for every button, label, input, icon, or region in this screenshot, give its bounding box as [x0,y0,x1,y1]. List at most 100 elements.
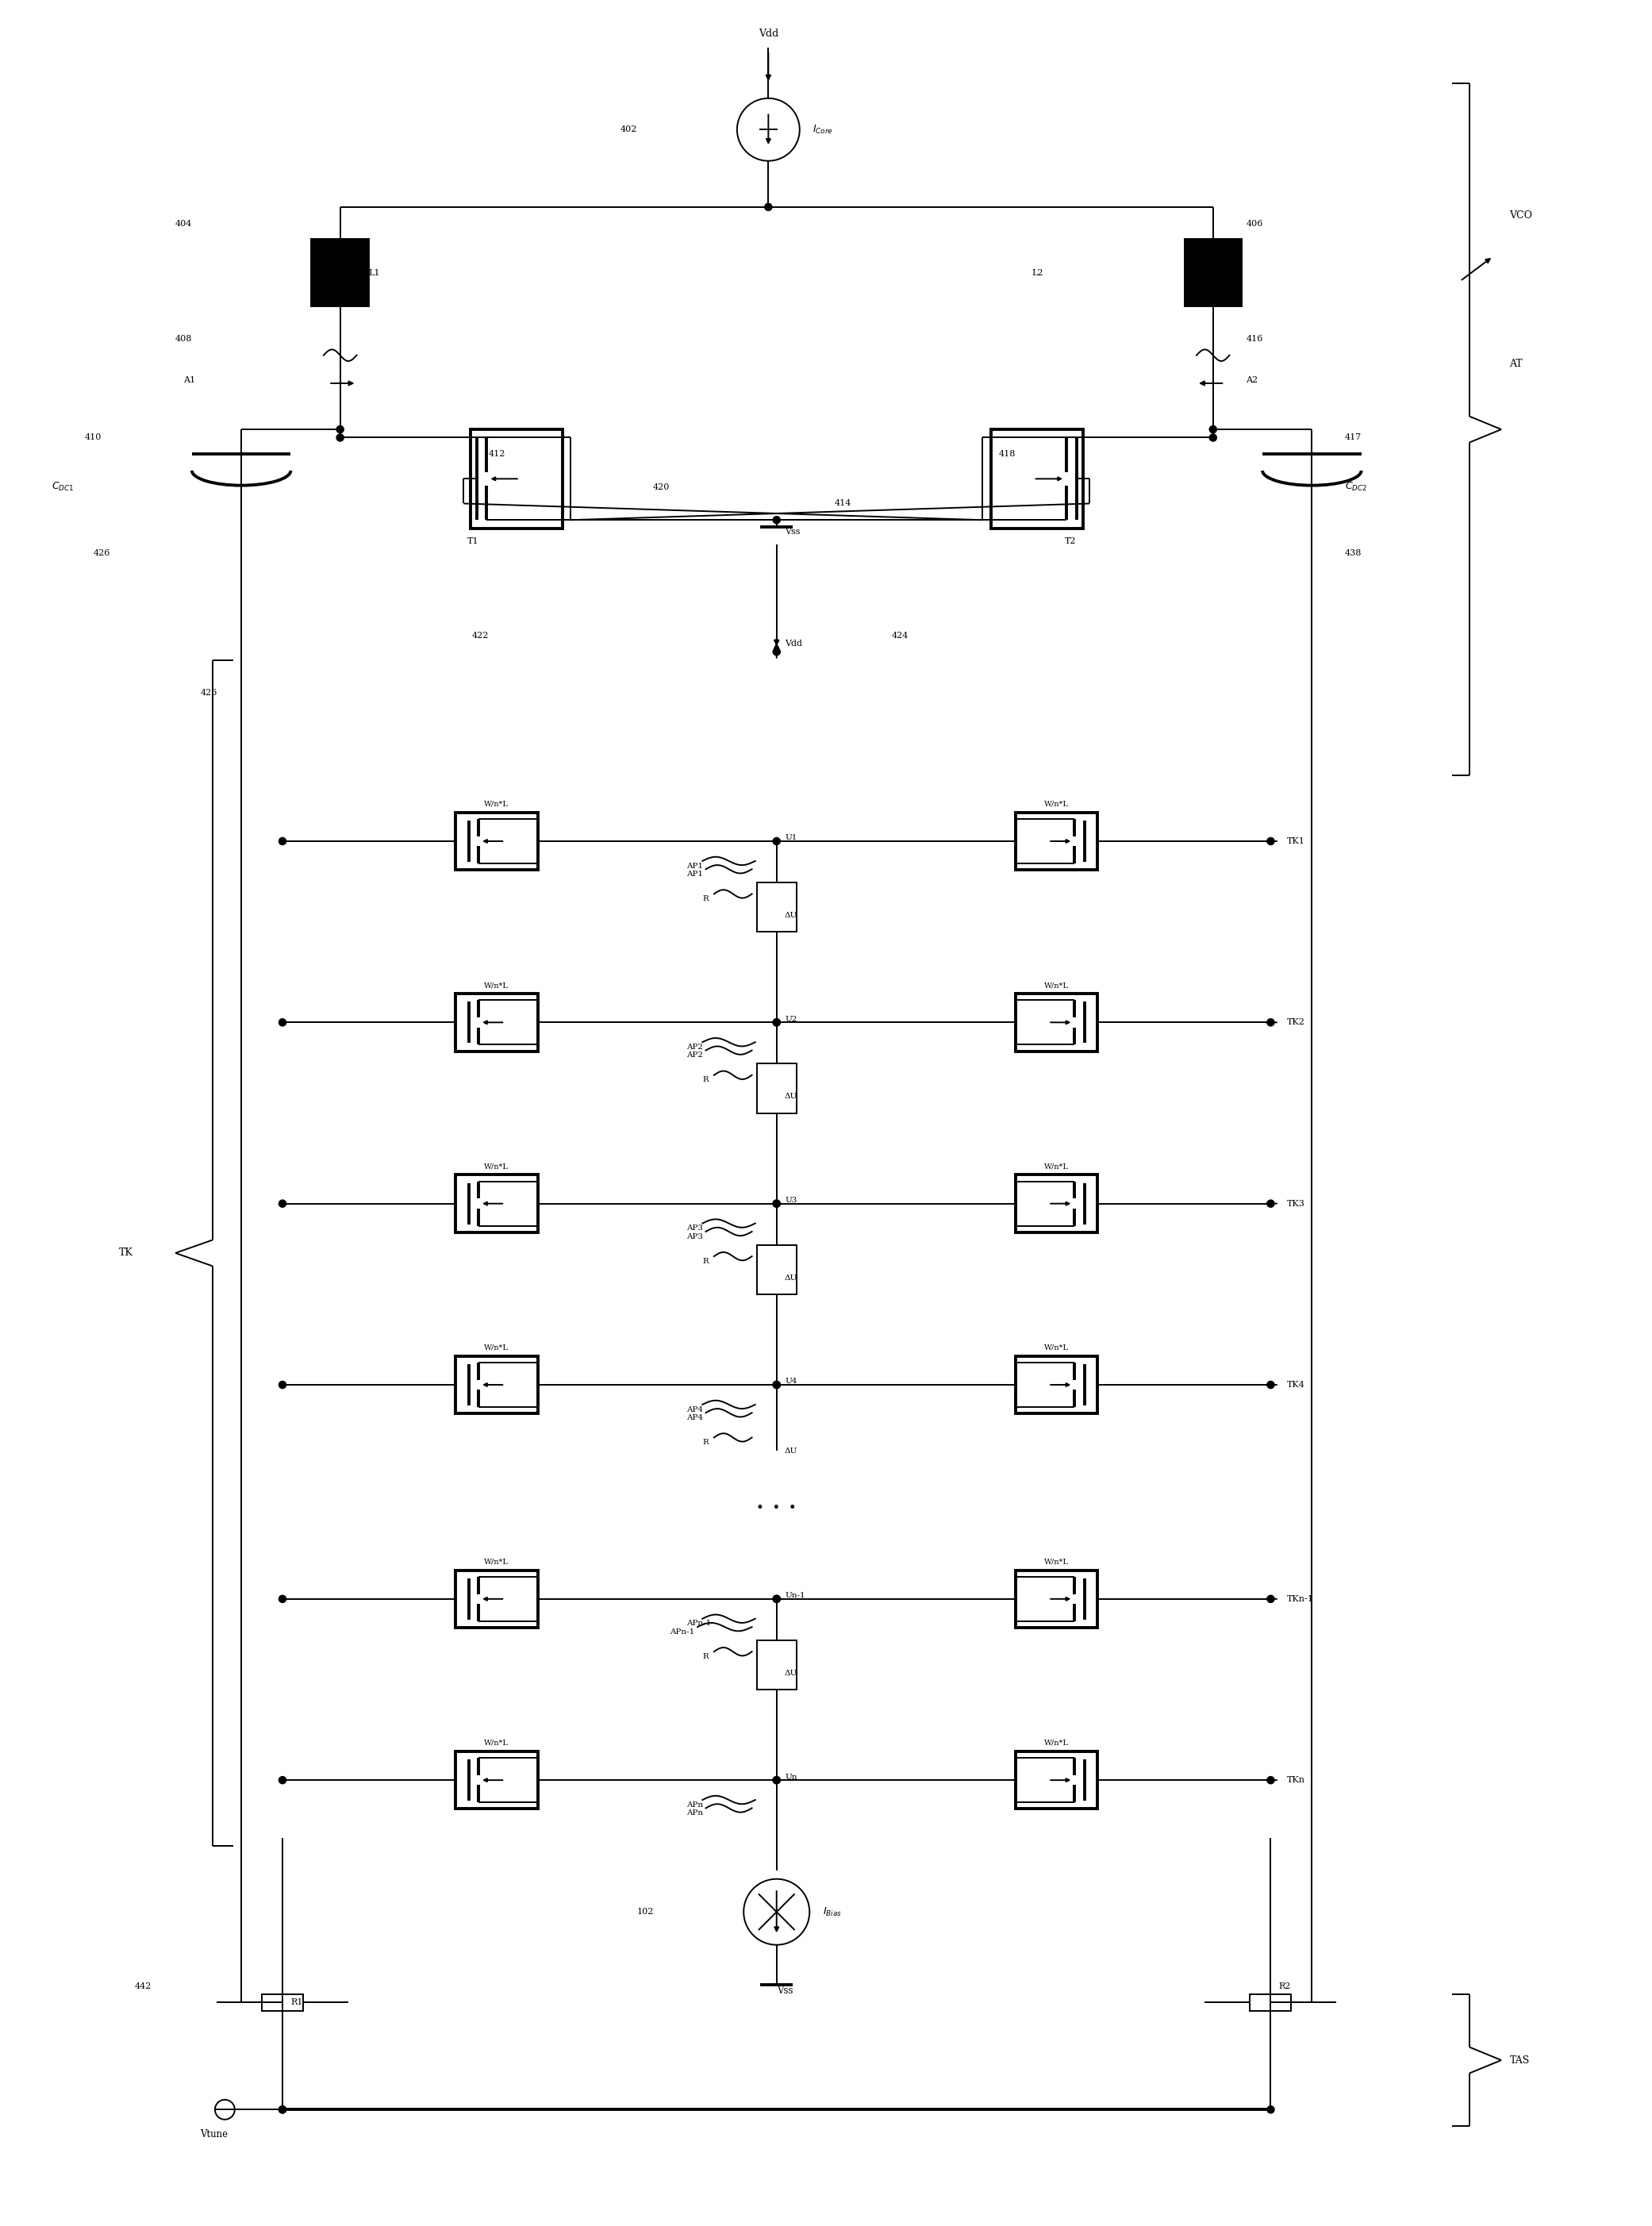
Circle shape [1267,837,1274,846]
Text: 418: 418 [999,450,1016,459]
Circle shape [773,1380,780,1389]
Text: W/n*L: W/n*L [1044,1739,1069,1747]
Circle shape [773,1380,780,1389]
Text: W/n*L: W/n*L [1044,801,1069,808]
Text: ΔU: ΔU [785,1093,798,1100]
Text: R: R [702,1077,709,1084]
Text: $I_{Core}$: $I_{Core}$ [813,125,833,136]
Text: 404: 404 [175,220,192,227]
Bar [471,430,562,528]
Circle shape [1267,1380,1274,1389]
Text: Un-1: Un-1 [785,1592,805,1598]
Bar [757,881,796,933]
Text: $C_{DC1}$: $C_{DC1}$ [51,481,74,492]
Text: R: R [702,1258,709,1264]
Text: AP1: AP1 [686,870,702,877]
Text: 422: 422 [472,632,489,639]
Text: W/n*L: W/n*L [1044,982,1069,988]
Text: 406: 406 [1246,220,1262,227]
Text: 442: 442 [134,1981,152,1990]
Text: A1: A1 [183,376,195,383]
Circle shape [773,1020,780,1026]
Circle shape [1267,1200,1274,1206]
Text: U2: U2 [785,1015,796,1022]
Text: R: R [702,1654,709,1661]
Text: APn: APn [686,1801,702,1808]
Circle shape [773,1200,780,1206]
Circle shape [337,434,344,441]
Bar [1016,1752,1099,1810]
Text: AP3: AP3 [686,1233,702,1240]
Bar [1184,240,1241,305]
Circle shape [765,203,771,211]
Text: 426: 426 [200,690,216,697]
Bar [312,240,368,305]
Text: •  •  •: • • • [757,1503,796,1516]
Text: 424: 424 [892,632,909,639]
Text: TKn-1: TKn-1 [1287,1596,1313,1603]
Circle shape [279,1020,286,1026]
Text: W/n*L: W/n*L [484,801,509,808]
Text: TK1: TK1 [1287,837,1305,846]
Text: TK: TK [119,1249,134,1258]
Circle shape [279,2106,286,2112]
Text: 408: 408 [175,334,192,343]
Text: 417: 417 [1345,434,1361,441]
Text: Vdd: Vdd [785,639,803,648]
Text: TK4: TK4 [1287,1380,1305,1389]
Text: APn: APn [686,1810,702,1816]
Text: L2: L2 [1032,269,1044,276]
Bar [1251,1994,1292,2010]
Bar [456,812,539,870]
Circle shape [773,1776,780,1783]
Circle shape [1209,434,1216,441]
Circle shape [279,1200,286,1206]
Bar [456,1356,539,1414]
Text: U1: U1 [785,835,796,841]
Text: A2: A2 [1246,376,1257,383]
Circle shape [279,837,286,846]
Text: APn-1: APn-1 [686,1621,710,1627]
Text: 438: 438 [1345,550,1361,556]
Circle shape [1267,1020,1274,1026]
Text: W/n*L: W/n*L [484,1162,509,1171]
Circle shape [215,2099,235,2119]
Text: 102: 102 [636,1908,654,1917]
Text: R2: R2 [1279,1981,1292,1990]
Text: R1: R1 [291,1999,302,2006]
Circle shape [279,1596,286,1603]
Circle shape [279,1380,286,1389]
Bar [1016,812,1099,870]
Circle shape [279,1776,286,1783]
Bar [1016,1569,1099,1627]
Text: $C_{DC2}$: $C_{DC2}$ [1345,481,1368,492]
Circle shape [773,1776,780,1783]
Text: R: R [702,895,709,902]
Circle shape [1267,1596,1274,1603]
Text: W/n*L: W/n*L [484,1739,509,1747]
Text: T1: T1 [468,536,479,545]
Text: R: R [702,1438,709,1447]
Bar [1016,1175,1099,1233]
Text: TAS: TAS [1510,2055,1530,2066]
Text: Un: Un [785,1774,798,1781]
Circle shape [773,837,780,846]
Bar [456,1752,539,1810]
Text: L1: L1 [368,269,380,276]
Text: Vss: Vss [785,528,800,536]
Text: W/n*L: W/n*L [484,1345,509,1351]
Text: $I_{Bias}$: $I_{Bias}$ [823,1905,841,1919]
Text: AP4: AP4 [686,1414,702,1422]
Text: W/n*L: W/n*L [1044,1345,1069,1351]
Bar [456,1569,539,1627]
Text: ΔU: ΔU [785,913,798,919]
Text: 402: 402 [620,125,638,134]
Bar [456,1175,539,1233]
Circle shape [1209,425,1216,434]
Text: 410: 410 [84,434,102,441]
Circle shape [337,425,344,434]
Text: W/n*L: W/n*L [1044,1162,1069,1171]
Text: AP2: AP2 [686,1051,702,1060]
Text: 420: 420 [653,483,671,492]
Bar [757,1244,796,1293]
